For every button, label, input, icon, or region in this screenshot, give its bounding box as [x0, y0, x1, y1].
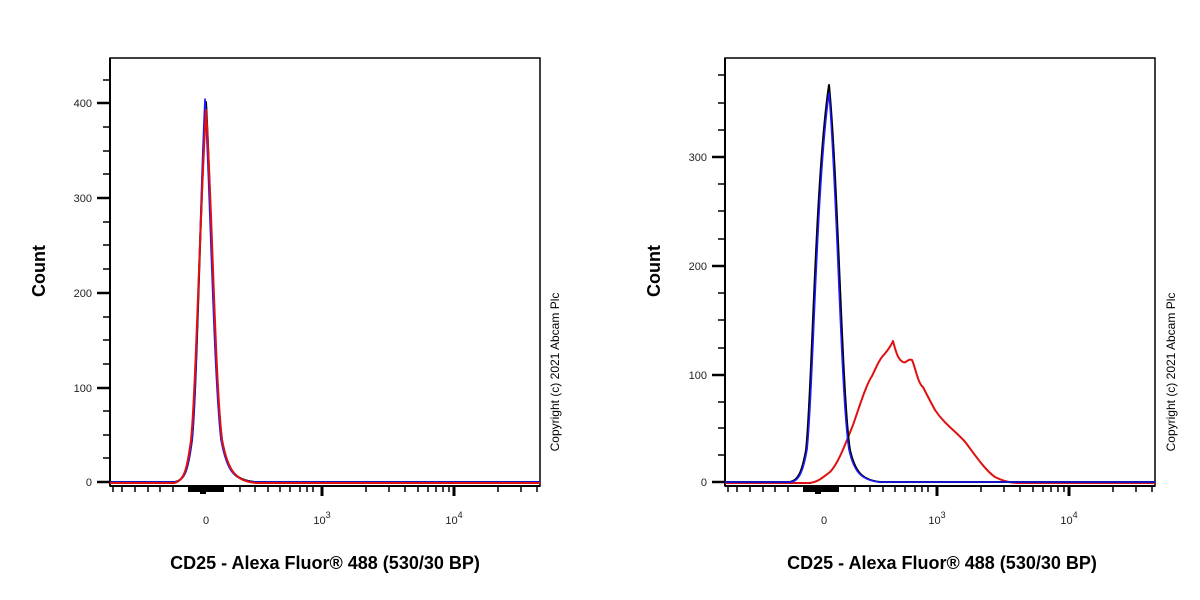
left-series-red	[110, 109, 540, 484]
left-x-tick-1e3: 103	[313, 510, 330, 527]
right-y-tick-200: 200	[689, 261, 707, 273]
right-histogram: 300 200 100 0	[644, 57, 1178, 573]
right-y-tick-300: 300	[689, 152, 707, 164]
left-y-axis-label: Count	[29, 245, 49, 297]
right-series	[725, 84, 1155, 484]
left-histogram: 400 300 200 100 0	[29, 57, 562, 573]
left-plot-frame	[109, 57, 541, 487]
left-y-tick-300: 300	[74, 193, 92, 205]
right-x-axis-label: CD25 - Alexa Fluor® 488 (530/30 BP)	[787, 553, 1097, 573]
right-y-tick-100: 100	[689, 370, 707, 382]
left-y-axis	[97, 58, 111, 486]
left-x-tick-0: 0	[203, 515, 209, 527]
right-y-axis-label: Count	[644, 245, 664, 297]
right-y-axis	[712, 58, 726, 486]
left-x-axis-label: CD25 - Alexa Fluor® 488 (530/30 BP)	[170, 553, 480, 573]
left-x-axis	[110, 485, 540, 496]
left-y-tick-200: 200	[74, 288, 92, 300]
left-y-tick-400: 400	[74, 98, 92, 110]
left-y-tick-100: 100	[74, 383, 92, 395]
left-y-tick-0: 0	[86, 477, 92, 489]
right-series-blue	[725, 92, 1155, 483]
right-plot-frame	[724, 57, 1156, 487]
right-x-axis	[725, 485, 1155, 496]
right-series-black	[725, 84, 1155, 483]
left-x-tick-1e4: 104	[445, 510, 462, 527]
right-x-tick-0: 0	[821, 515, 827, 527]
right-x-tick-1e4: 104	[1060, 510, 1077, 527]
right-y-tick-0: 0	[701, 477, 707, 489]
left-series	[110, 98, 540, 484]
left-copyright: Copyright (c) 2021 Abcam Plc	[548, 293, 562, 452]
right-series-red	[725, 340, 1155, 484]
right-copyright: Copyright (c) 2021 Abcam Plc	[1164, 293, 1178, 452]
right-x-tick-1e3: 103	[928, 510, 945, 527]
